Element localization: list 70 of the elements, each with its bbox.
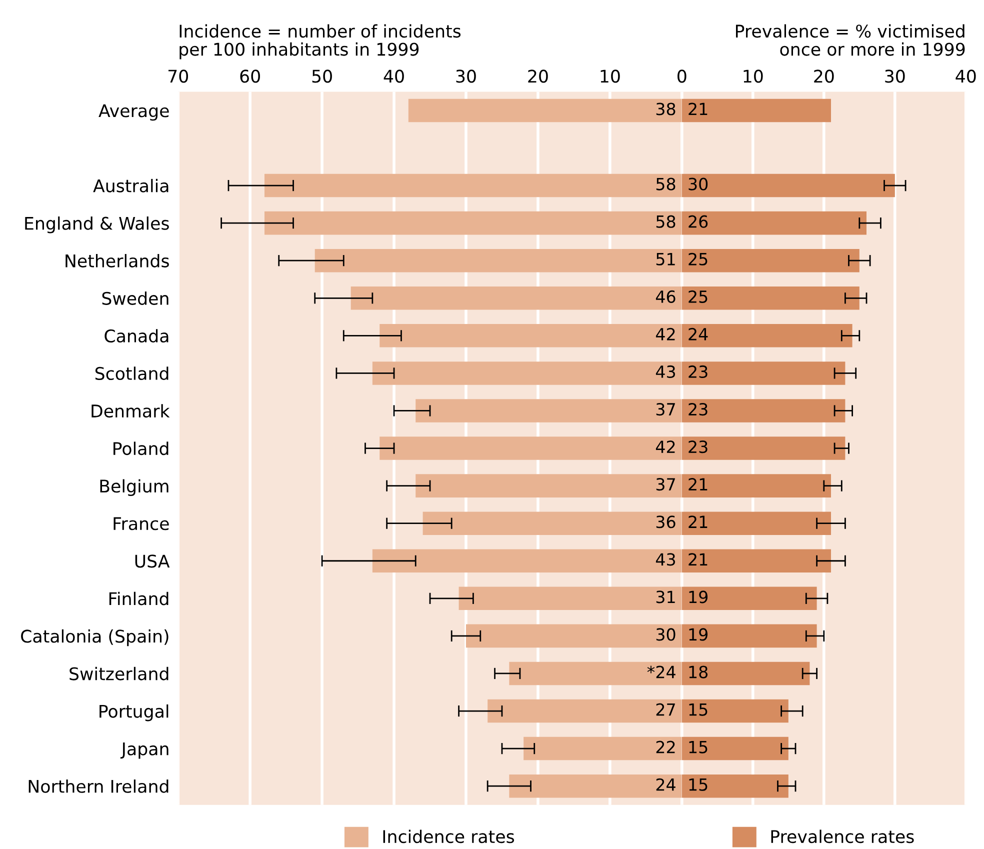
chart-title: Prevalence = % victimised once or more in 1999 bbox=[736, 24, 965, 56]
data-label: 37 bbox=[656, 478, 675, 491]
data-label: 46 bbox=[656, 290, 676, 303]
data-label: 24 bbox=[688, 328, 708, 340]
data-label: 24 bbox=[656, 778, 676, 791]
y-tick-label: Scotland bbox=[95, 366, 168, 380]
data-label: 58 bbox=[656, 178, 676, 190]
x-tick-label: 0 bbox=[678, 70, 686, 83]
legend-label: Incidence rates bbox=[383, 830, 514, 844]
data-label: 19 bbox=[689, 590, 708, 604]
data-label: 36 bbox=[656, 516, 676, 528]
data-label: 58 bbox=[656, 215, 676, 228]
y-tick-label: Average bbox=[98, 104, 169, 121]
y-tick-label: Denmark bbox=[92, 404, 170, 418]
x-tick-label: 40 bbox=[956, 70, 976, 83]
x-tick-label: 50 bbox=[312, 70, 332, 83]
data-label: 27 bbox=[656, 703, 675, 716]
x-tick-label: 10 bbox=[744, 70, 763, 83]
data-label: 15 bbox=[689, 741, 708, 754]
y-tick-label: Canada bbox=[104, 329, 168, 343]
data-label: 43 bbox=[656, 365, 676, 378]
data-label: 38 bbox=[656, 102, 676, 116]
y-tick-label: Sweden bbox=[102, 292, 168, 305]
data-label: 21 bbox=[688, 102, 708, 116]
data-label: 19 bbox=[689, 628, 708, 641]
chart-title: Incidence = number of incidents per 100 inhabitants in 1999 bbox=[180, 24, 461, 60]
data-label: *24 bbox=[647, 666, 676, 678]
y-tick-label: Poland bbox=[114, 442, 168, 456]
y-tick-label: Catalonia (Spain) bbox=[21, 629, 168, 646]
x-tick-label: 10 bbox=[600, 70, 620, 83]
data-label: 21 bbox=[688, 516, 708, 528]
data-label: 22 bbox=[656, 740, 675, 754]
data-label: 23 bbox=[688, 440, 708, 454]
data-label: 15 bbox=[689, 778, 708, 791]
data-label: 37 bbox=[656, 402, 675, 416]
y-tick-label: Finland bbox=[109, 592, 168, 606]
data-label: 15 bbox=[689, 703, 708, 716]
y-tick-label: France bbox=[114, 517, 169, 530]
data-label: 42 bbox=[656, 440, 675, 453]
x-tick-label: 60 bbox=[240, 70, 260, 83]
data-label: 23 bbox=[688, 402, 708, 416]
data-label: 42 bbox=[656, 328, 675, 340]
y-tick-label: Japan bbox=[120, 742, 168, 759]
data-label: 26 bbox=[688, 215, 708, 228]
y-tick-label: Switzerland bbox=[70, 666, 168, 680]
x-tick-label: 30 bbox=[456, 70, 476, 83]
data-label: 21 bbox=[688, 553, 708, 566]
x-tick-label: 70 bbox=[168, 70, 188, 83]
y-tick-label: Australia bbox=[93, 178, 168, 192]
x-tick-label: 20 bbox=[814, 70, 834, 83]
data-label: 30 bbox=[656, 628, 676, 641]
data-label: 25 bbox=[688, 252, 708, 266]
legend-label: Prevalence rates bbox=[771, 830, 914, 844]
data-label: 31 bbox=[656, 590, 675, 604]
data-label: 43 bbox=[656, 553, 676, 566]
y-tick-label: Netherlands bbox=[66, 254, 169, 268]
x-tick-label: 20 bbox=[528, 70, 548, 83]
y-tick-label: Belgium bbox=[100, 479, 168, 496]
data-label: 51 bbox=[656, 253, 675, 266]
x-tick-label: 40 bbox=[384, 70, 404, 83]
data-label: 21 bbox=[688, 478, 708, 490]
y-tick-label: England & Wales bbox=[25, 216, 169, 234]
data-label: 25 bbox=[688, 290, 708, 303]
data-label: 18 bbox=[689, 666, 708, 678]
x-tick-label: 30 bbox=[885, 70, 905, 83]
y-tick-label: Northern Ireland bbox=[28, 779, 168, 793]
data-label: 30 bbox=[688, 178, 708, 190]
data-label: 23 bbox=[688, 365, 708, 378]
y-tick-label: Portugal bbox=[100, 704, 168, 722]
y-tick-label: USA bbox=[135, 554, 170, 568]
